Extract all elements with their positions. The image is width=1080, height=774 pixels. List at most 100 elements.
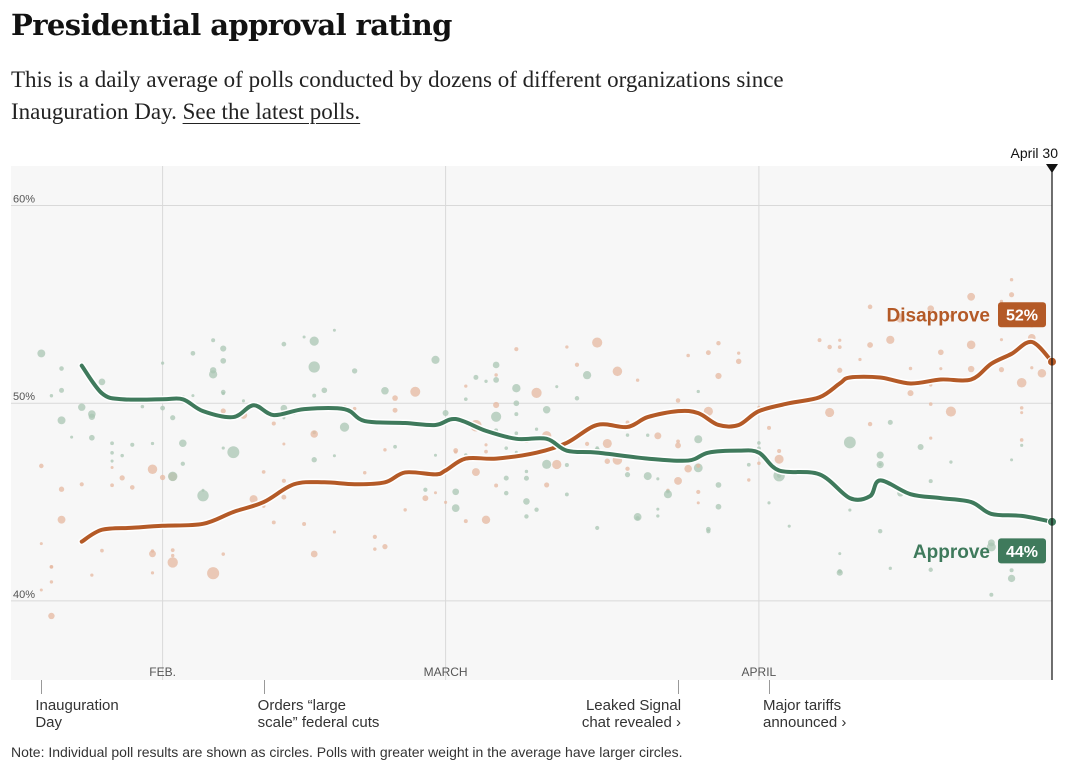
- poll-circle: [311, 457, 317, 463]
- poll-circle: [928, 567, 933, 572]
- poll-circle: [888, 566, 892, 570]
- poll-circle: [817, 338, 822, 343]
- poll-circle: [1016, 377, 1027, 388]
- poll-circle: [150, 441, 155, 446]
- poll-circle: [694, 435, 703, 444]
- poll-circle: [565, 345, 569, 349]
- poll-circle: [675, 398, 681, 403]
- poll-circle: [281, 341, 287, 347]
- poll-circle: [848, 508, 852, 512]
- poll-circle: [945, 406, 956, 417]
- poll-circle: [676, 439, 680, 444]
- poll-circle: [179, 439, 187, 448]
- month-tick-label: APRIL: [742, 665, 777, 679]
- poll-circle: [241, 399, 245, 403]
- poll-circle: [625, 466, 630, 471]
- poll-circle: [140, 404, 145, 409]
- poll-circle: [555, 385, 559, 389]
- poll-circle: [373, 547, 377, 551]
- poll-circle: [79, 482, 84, 487]
- poll-circle: [249, 495, 258, 504]
- poll-circle: [352, 406, 357, 411]
- poll-circle: [171, 553, 175, 558]
- latest-polls-link[interactable]: See the latest polls.: [182, 99, 361, 124]
- poll-circle: [767, 501, 771, 505]
- poll-circle: [917, 443, 924, 450]
- poll-circle: [503, 475, 509, 481]
- poll-circle: [191, 394, 195, 398]
- poll-circle: [170, 548, 175, 553]
- poll-circle: [363, 471, 367, 475]
- poll-circle: [90, 573, 94, 577]
- month-tick-label: FEB.: [149, 665, 176, 679]
- poll-circle: [1009, 278, 1014, 282]
- poll-circle: [542, 406, 551, 414]
- poll-circle: [197, 489, 209, 502]
- event-annotations: Inauguration Day Orders “large scale” fed…: [0, 680, 1080, 740]
- poll-circle: [129, 485, 135, 490]
- poll-circle: [624, 472, 631, 478]
- poll-circle: [524, 469, 529, 474]
- approve-series-label: Approve: [913, 542, 990, 563]
- poll-circle: [949, 314, 953, 318]
- current-date-marker: [1046, 164, 1058, 173]
- plot-background: [11, 166, 1052, 680]
- poll-circle: [351, 368, 358, 374]
- poll-circle: [582, 371, 592, 380]
- poll-circle: [422, 495, 429, 502]
- poll-circle: [100, 548, 104, 553]
- poll-circle: [746, 462, 751, 467]
- poll-circle: [39, 542, 43, 546]
- poll-circle: [1037, 368, 1047, 378]
- y-tick-label: 40%: [13, 589, 35, 601]
- chart-subtitle: This is a daily average of polls conduct…: [11, 64, 831, 128]
- poll-circle: [1019, 438, 1024, 442]
- poll-circle: [584, 441, 590, 446]
- poll-circle: [929, 436, 933, 440]
- poll-circle: [927, 305, 935, 312]
- poll-circle: [302, 521, 307, 526]
- poll-circle: [837, 345, 842, 349]
- poll-circle: [656, 507, 660, 511]
- poll-circle: [431, 355, 440, 364]
- poll-circle: [503, 490, 509, 496]
- disapprove-value-label: 52%: [1006, 308, 1038, 325]
- poll-circle: [130, 442, 135, 447]
- poll-circle: [654, 432, 662, 440]
- month-tick-label: MARCH: [424, 665, 468, 679]
- poll-circle: [696, 463, 701, 468]
- poll-circle: [281, 494, 287, 500]
- y-tick-label: 50%: [13, 391, 35, 403]
- poll-circle: [493, 377, 500, 383]
- y-tick-label: 60%: [13, 194, 35, 206]
- poll-circle: [531, 387, 542, 399]
- poll-circle: [310, 550, 318, 558]
- poll-circle: [444, 500, 448, 504]
- poll-circle: [120, 453, 124, 458]
- current-date-label: April 30: [1011, 145, 1059, 161]
- poll-circle: [312, 393, 317, 398]
- poll-circle: [220, 357, 227, 364]
- poll-circle: [492, 361, 500, 369]
- poll-circle: [150, 571, 155, 575]
- poll-circle: [339, 422, 350, 432]
- poll-circle: [471, 468, 480, 477]
- poll-circle: [59, 366, 64, 371]
- poll-circle: [867, 342, 873, 348]
- poll-circle: [825, 407, 835, 418]
- poll-circle: [886, 335, 895, 344]
- poll-circle: [867, 421, 873, 427]
- poll-circle: [928, 402, 933, 406]
- poll-circle: [715, 503, 722, 510]
- poll-circle: [663, 490, 672, 499]
- poll-circle: [372, 534, 377, 540]
- poll-circle: [88, 413, 96, 420]
- poll-circle: [221, 552, 225, 556]
- poll-circle: [967, 292, 976, 301]
- poll-circle: [1009, 568, 1014, 573]
- poll-circle: [484, 449, 488, 454]
- poll-circle: [110, 483, 114, 488]
- poll-circle: [612, 366, 623, 377]
- poll-circle: [49, 394, 54, 398]
- poll-circle: [643, 472, 652, 481]
